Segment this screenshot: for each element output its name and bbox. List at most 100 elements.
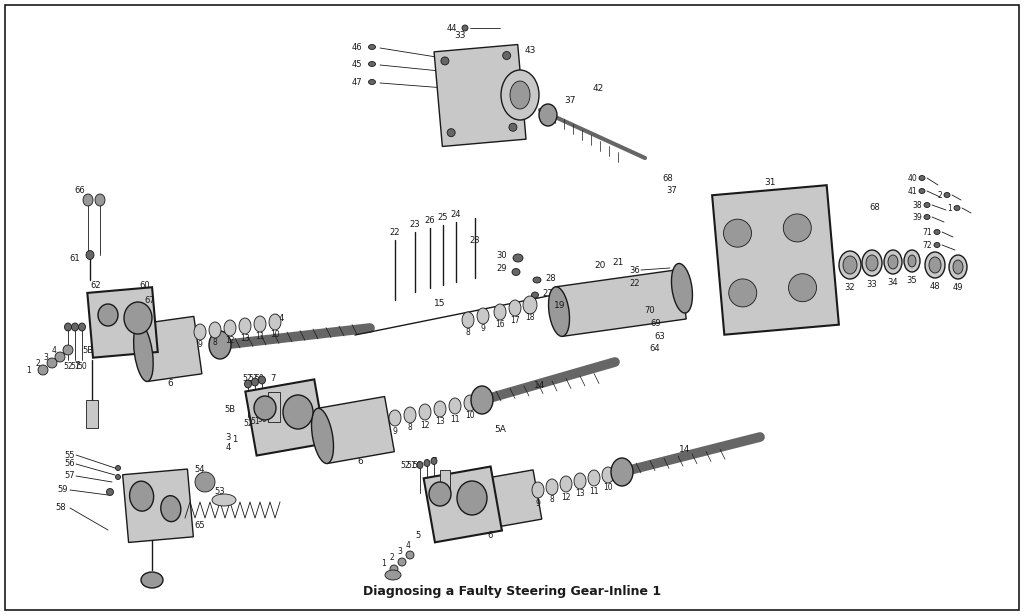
Ellipse shape	[953, 260, 963, 274]
Text: 48: 48	[930, 282, 940, 290]
Ellipse shape	[531, 292, 539, 298]
Ellipse shape	[441, 57, 449, 65]
Text: 30: 30	[497, 250, 507, 260]
Text: 62: 62	[91, 280, 101, 290]
Text: 15: 15	[434, 299, 445, 308]
Ellipse shape	[672, 263, 692, 313]
Ellipse shape	[477, 308, 489, 324]
Text: 1: 1	[27, 365, 31, 375]
Bar	[424, 467, 502, 542]
Ellipse shape	[283, 395, 313, 429]
Ellipse shape	[934, 229, 940, 234]
Text: 21: 21	[612, 258, 624, 266]
Text: 8: 8	[213, 338, 217, 346]
Text: 36: 36	[630, 266, 640, 274]
Ellipse shape	[588, 470, 600, 486]
Ellipse shape	[457, 481, 487, 515]
Text: 69: 69	[650, 319, 662, 328]
Text: 1: 1	[381, 560, 386, 568]
Text: 14: 14	[679, 445, 690, 454]
Text: 12: 12	[561, 493, 570, 501]
Ellipse shape	[431, 458, 437, 464]
Ellipse shape	[116, 475, 121, 480]
Text: 14: 14	[274, 314, 286, 322]
Ellipse shape	[501, 70, 539, 120]
Text: 22: 22	[630, 279, 640, 287]
Ellipse shape	[611, 458, 633, 486]
Ellipse shape	[919, 175, 925, 180]
Text: 9: 9	[198, 339, 203, 349]
Text: 16: 16	[496, 320, 505, 328]
Ellipse shape	[843, 256, 857, 274]
Ellipse shape	[494, 304, 506, 320]
Text: 3: 3	[397, 547, 402, 557]
Text: 24: 24	[451, 210, 461, 218]
Ellipse shape	[254, 316, 266, 332]
Text: 70: 70	[645, 306, 655, 314]
Ellipse shape	[724, 219, 752, 247]
Text: 51: 51	[407, 461, 416, 470]
Ellipse shape	[862, 250, 882, 276]
Text: 5A: 5A	[494, 426, 506, 435]
Bar	[317, 397, 394, 464]
Bar	[440, 470, 450, 498]
Text: 11: 11	[255, 331, 265, 341]
Text: 50: 50	[77, 362, 87, 371]
Ellipse shape	[539, 104, 557, 126]
Text: 33: 33	[866, 279, 878, 288]
Ellipse shape	[424, 459, 430, 467]
Bar	[86, 400, 98, 428]
Text: 7: 7	[431, 458, 436, 467]
Text: 11: 11	[589, 486, 599, 496]
Text: 60: 60	[139, 280, 151, 290]
Text: 67: 67	[144, 295, 156, 304]
Ellipse shape	[369, 79, 376, 84]
Ellipse shape	[462, 312, 474, 328]
Text: 65: 65	[195, 520, 206, 530]
Text: 6: 6	[487, 531, 493, 541]
Bar	[246, 379, 326, 456]
Ellipse shape	[83, 194, 93, 206]
Bar	[139, 316, 202, 381]
Text: 8: 8	[550, 496, 554, 504]
Text: 52: 52	[63, 362, 73, 371]
Text: 64: 64	[649, 344, 660, 352]
Ellipse shape	[512, 269, 520, 276]
Text: 19: 19	[554, 301, 565, 309]
Text: 7: 7	[270, 373, 275, 383]
Ellipse shape	[888, 255, 898, 269]
Bar	[482, 470, 542, 528]
Ellipse shape	[311, 408, 334, 464]
Text: 3: 3	[43, 352, 48, 362]
Ellipse shape	[252, 378, 258, 386]
Ellipse shape	[124, 302, 152, 334]
Bar	[268, 392, 280, 422]
Ellipse shape	[254, 396, 276, 420]
Text: 25: 25	[437, 213, 449, 221]
Text: 42: 42	[592, 84, 603, 92]
Text: 11: 11	[451, 415, 460, 424]
Text: 57: 57	[65, 472, 76, 480]
Ellipse shape	[195, 472, 215, 492]
Ellipse shape	[419, 404, 431, 420]
Text: 44: 44	[446, 23, 457, 33]
Ellipse shape	[532, 482, 544, 498]
Text: 9: 9	[536, 499, 541, 507]
Ellipse shape	[944, 192, 950, 197]
Ellipse shape	[949, 255, 967, 279]
Text: 68: 68	[663, 173, 674, 183]
Ellipse shape	[38, 365, 48, 375]
Ellipse shape	[602, 467, 614, 483]
Ellipse shape	[95, 194, 105, 206]
Text: 68: 68	[869, 202, 880, 212]
Ellipse shape	[546, 479, 558, 495]
Text: 6: 6	[357, 458, 362, 467]
Text: 23: 23	[470, 236, 480, 245]
Text: 3: 3	[225, 432, 230, 442]
Ellipse shape	[924, 202, 930, 207]
Text: 47: 47	[351, 77, 362, 87]
Text: 51: 51	[249, 373, 258, 383]
Text: 6: 6	[167, 378, 173, 387]
Bar	[123, 469, 194, 542]
Text: 27: 27	[542, 288, 553, 298]
